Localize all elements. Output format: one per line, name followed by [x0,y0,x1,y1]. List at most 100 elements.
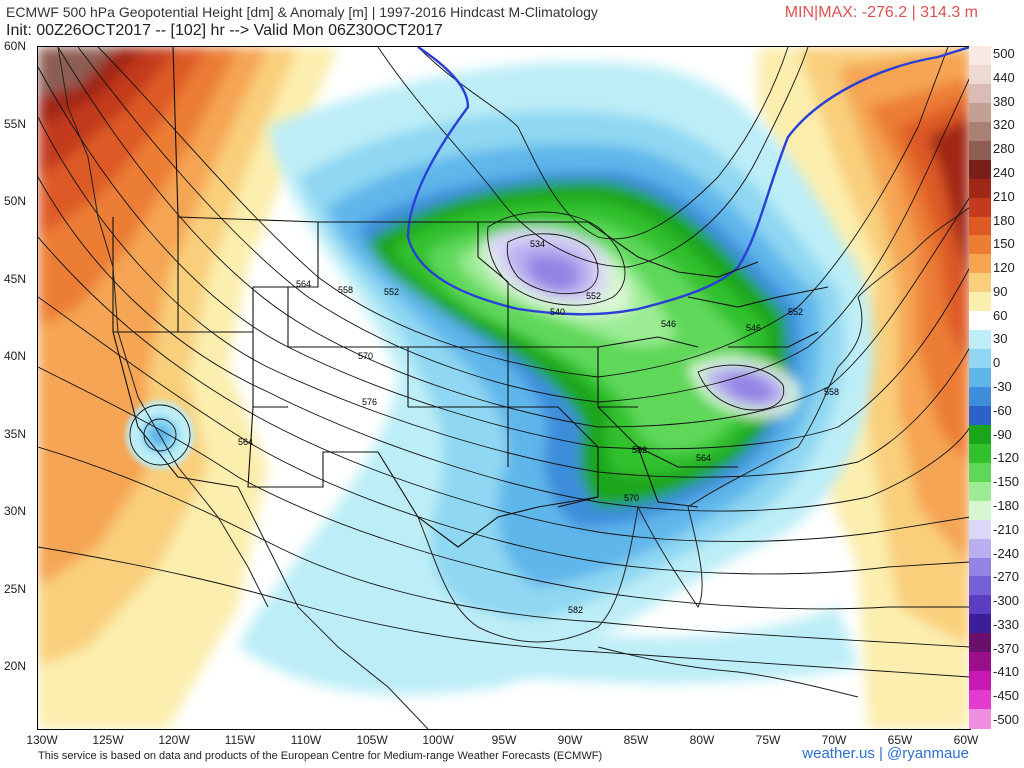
colorbar-label: -210 [993,521,1020,537]
colorbar-swatch [969,462,991,483]
contour-labels: 564 558 552 570 576 582 564 552 546 558 … [238,239,839,615]
latitude-label: 25N [4,582,27,596]
colorbar-label: -330 [993,616,1020,632]
longitude-label: 60W [953,733,979,747]
contour-label: 552 [384,287,399,297]
colorbar-label: 60 [993,307,1008,323]
contour-label: 534 [530,239,545,249]
colorbar-swatch [969,368,991,388]
latitude-label: 60N [4,39,27,53]
colorbar-swatch [969,633,991,653]
colorbar-label: -450 [993,688,1020,704]
colorbar-label: 210 [993,188,1015,204]
colorbar-swatch [969,500,991,521]
colorbar-label: 150 [993,236,1015,252]
colorbar-swatch [969,519,991,540]
colorbar-swatch [969,254,991,274]
contour-label: 546 [661,319,676,329]
colorbar-label: -500 [993,712,1020,727]
longitude-label: 110W [290,733,322,747]
latitude-label: 35N [4,427,27,441]
contour-label: 546 [746,323,761,333]
longitude-label: 105W [356,733,388,747]
longitude-label: 125W [92,733,124,747]
forecast-map: 564 558 552 570 576 582 564 552 546 558 … [37,46,971,730]
colorbar-label: -410 [993,664,1020,680]
ecmwf-attribution: This service is based on data and produc… [38,750,603,762]
contour-label: 570 [624,493,639,503]
longitude-label: 65W [887,733,913,747]
anomaly-colorbar [969,46,991,729]
colorbar-label: 500 [993,46,1015,61]
colorbar-label: -90 [993,426,1012,442]
colorbar-swatch [969,387,991,407]
latitude-label: 20N [4,659,27,673]
colorbar-swatch [969,102,991,123]
longitude-label: 80W [689,733,715,747]
longitude-label: 115W [224,733,256,747]
map-title: ECMWF 500 hPa Geopotential Height [dm] &… [6,4,598,20]
contour-label: 564 [238,437,253,447]
colorbar-swatch [969,538,991,559]
negative-anomaly-trough [238,61,874,695]
height-contours [38,47,970,678]
colorbar-swatch [969,46,991,66]
latitude-label: 40N [4,349,27,363]
colorbar-label: -30 [993,379,1012,394]
colorbar-swatch [969,235,991,255]
colorbar-swatch [969,595,991,615]
colorbar-swatch [969,330,991,350]
blue-540-contour [406,47,970,316]
colorbar-swatch [969,197,991,218]
latitude-label: 55N [4,117,27,131]
longitude-label: 90W [557,733,583,747]
colorbar-swatch [969,424,991,445]
colorbar-swatch [969,557,991,578]
colorbar-swatch [969,652,991,672]
colorbar-swatch [969,64,991,85]
colorbar-label: -180 [993,497,1020,513]
colorbar-swatch [969,121,991,142]
colorbar-label: 320 [993,117,1015,133]
colorbar-swatch [969,405,991,426]
longitude-label: 130W [26,733,58,747]
colorbar-label: -300 [993,593,1020,609]
colorbar-swatch [969,481,991,502]
colorbar-label: 280 [993,141,1015,157]
colorbar-swatch [969,140,991,161]
colorbar-label: -370 [993,640,1020,656]
colorbar-swatch [969,83,991,104]
contour-label: 540 [550,307,565,317]
longitude-label: 120W [158,733,190,747]
caribbean-anomaly [268,601,858,684]
colorbar-label: -60 [993,402,1012,418]
colorbar-label: 440 [993,69,1015,85]
colorbar-swatch [969,576,991,596]
contour-label: 576 [362,397,377,407]
colorbar-swatch [969,671,991,691]
colorbar-label: 0 [993,355,1001,371]
colorbar-label: 380 [993,93,1015,109]
colorbar-swatch [969,292,991,312]
colorbar-swatch [969,178,991,199]
colorbar-label: 90 [993,283,1008,299]
colorbar-swatch [969,349,991,369]
contour-label: 582 [568,605,583,615]
colorbar-swatch [969,311,991,331]
colorbar-swatch [969,159,991,180]
colorbar-swatch [969,690,991,710]
colorbar-swatch [969,216,991,237]
longitude-label: 75W [755,733,781,747]
longitude-label: 100W [422,733,454,747]
contour-label: 558 [338,285,353,295]
init-valid-line: Init: 00Z26OCT2017 -- [102] hr --> Valid… [6,22,443,39]
coastlines [57,47,970,729]
colorbar-label: 240 [993,164,1015,180]
latitude-label: 50N [4,194,27,208]
brand-link[interactable]: weather.us | @ryanmaue [802,745,969,762]
contour-label: 570 [358,351,373,361]
contour-label: 564 [696,453,711,463]
colorbar-label: 30 [993,331,1008,347]
colorbar-label: -150 [993,474,1020,490]
latitude-label: 45N [4,272,27,286]
